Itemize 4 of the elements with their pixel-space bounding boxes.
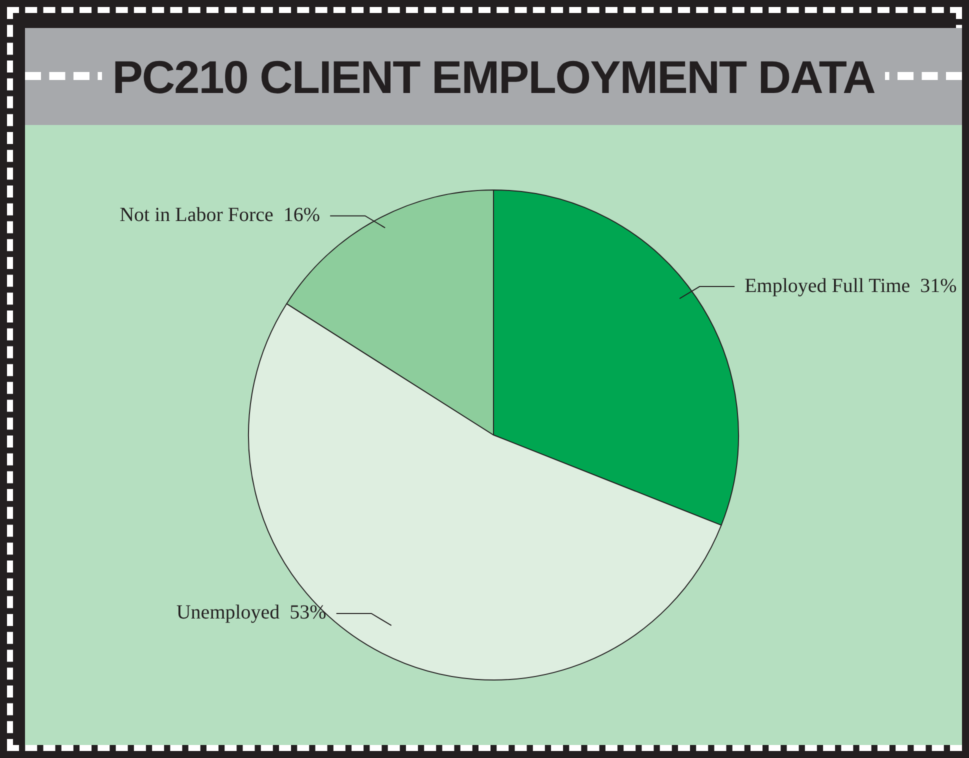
slice-label: Employed Full Time 31%	[744, 274, 957, 297]
slice-label: Not in Labor Force 16%	[120, 204, 320, 226]
chart-title: PC210 CLIENT EMPLOYMENT DATA	[102, 50, 885, 104]
slice-label: Unemployed 53%	[176, 602, 326, 624]
